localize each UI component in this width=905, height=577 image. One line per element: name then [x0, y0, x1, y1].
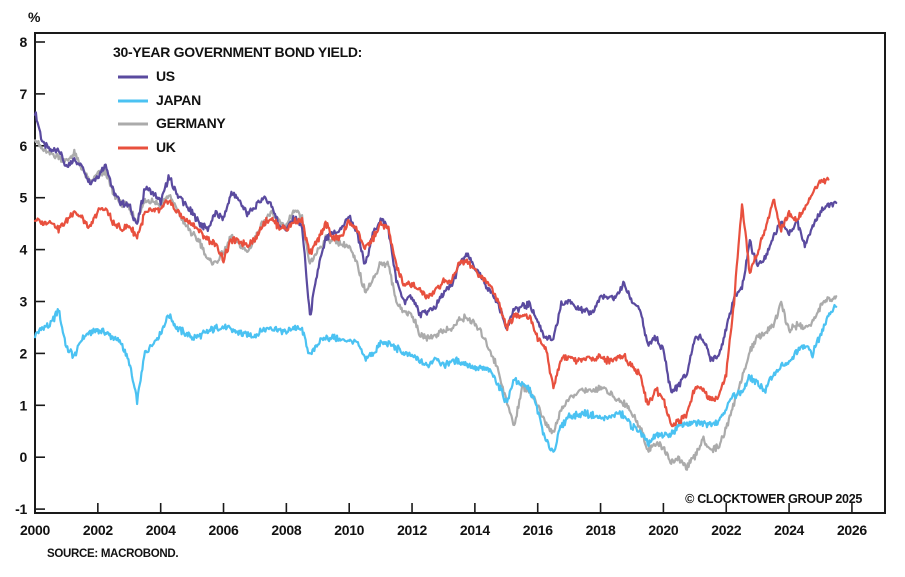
y-axis-tick-label: 5: [20, 190, 28, 206]
x-axis-tick-label: 2026: [837, 522, 867, 538]
copyright-text: © CLOCKTOWER GROUP 2025: [685, 492, 862, 506]
legend-item-germany: GERMANY: [156, 115, 226, 131]
y-axis-tick-label: 0: [20, 449, 28, 465]
x-axis-tick-label: 2002: [83, 522, 113, 538]
y-axis-tick-label: -1: [15, 501, 27, 517]
x-axis-tick-label: 2000: [20, 522, 50, 538]
x-axis-tick-label: 2014: [460, 522, 490, 538]
x-axis-tick-label: 2018: [586, 522, 616, 538]
y-axis-tick-label: 4: [20, 242, 28, 258]
x-axis-tick-label: 2022: [711, 522, 741, 538]
y-axis-tick-label: 6: [20, 138, 28, 154]
percent-axis-label: %: [28, 9, 41, 25]
x-axis-tick-label: 2024: [774, 522, 804, 538]
legend-title: 30-YEAR GOVERNMENT BOND YIELD:: [113, 44, 362, 60]
series-lines: [33, 111, 838, 471]
series-line-uk: [33, 176, 830, 428]
x-axis-tick-label: 2016: [523, 522, 553, 538]
x-axis-tick-label: 2004: [146, 522, 176, 538]
legend-item-us: US: [156, 68, 175, 84]
series-line-germany: [33, 139, 838, 471]
x-axis-tick-label: 2010: [334, 522, 364, 538]
x-axis-tick-label: 2006: [209, 522, 239, 538]
series-line-us: [33, 111, 838, 394]
plot-border: [34, 32, 886, 514]
y-axis-tick-label: 7: [20, 86, 28, 102]
y-axis-tick-label: 8: [20, 34, 28, 50]
x-axis-tick-label: 2008: [271, 522, 301, 538]
y-axis-tick-label: 2: [20, 345, 28, 361]
x-axis: 2000 2002 2004 2006 2008 2010 2012 2014 2016 2018…: [20, 503, 868, 538]
legend-item-uk: UK: [156, 139, 176, 155]
legend-item-japan: JAPAN: [156, 92, 201, 108]
y-axis: -1 0 1 2 3 4 5 6 7 8: [15, 34, 45, 517]
x-axis-tick-label: 2020: [648, 522, 678, 538]
y-axis-tick-label: 3: [20, 294, 28, 310]
y-axis-tick-label: 1: [20, 397, 28, 413]
legend: 30-YEAR GOVERNMENT BOND YIELD: US JAPAN GE…: [113, 44, 362, 155]
series-line-japan: [33, 303, 838, 453]
source-text: SOURCE: MACROBOND.: [47, 548, 178, 560]
x-axis-tick-label: 2012: [397, 522, 427, 538]
